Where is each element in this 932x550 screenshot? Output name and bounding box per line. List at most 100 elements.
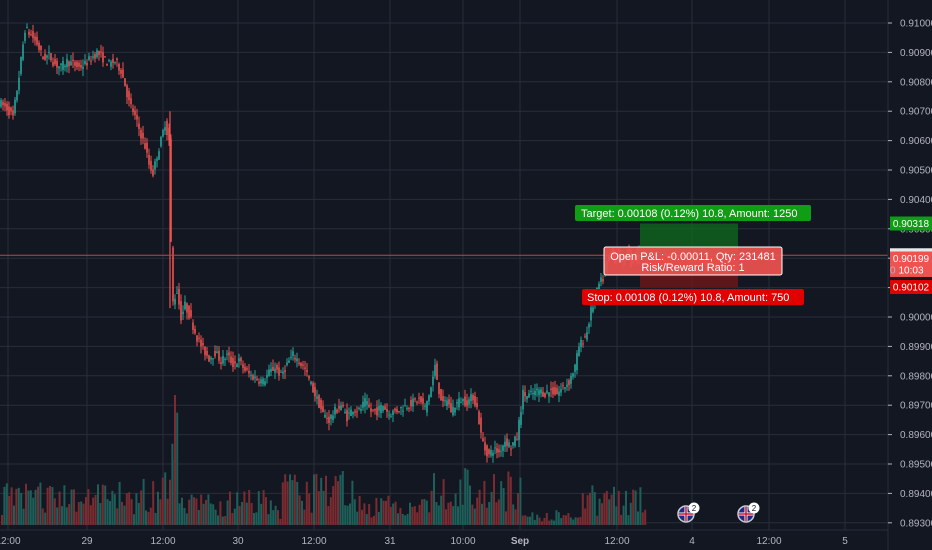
volume-bar [221, 516, 224, 525]
candle-body [484, 442, 486, 451]
volume-bar [99, 503, 102, 525]
volume-bar [41, 508, 44, 525]
volume-bar [548, 520, 551, 525]
volume-bar [248, 490, 251, 525]
volume-bar [577, 517, 579, 525]
volume-bar [25, 483, 27, 525]
candle-body [24, 32, 26, 41]
candle-body [548, 392, 550, 397]
volume-bar [488, 501, 491, 525]
candle-body [346, 410, 348, 422]
pnl-label[interactable]: Open P&L: -0.00011, Qty: 231481 Risk/Rew… [603, 246, 783, 276]
candle-body [152, 169, 154, 176]
volume-bar [34, 489, 37, 525]
candle-body [298, 362, 300, 364]
volume-bar [82, 503, 85, 525]
candle-body [222, 355, 224, 364]
candle-body [134, 110, 136, 116]
candle-body [282, 371, 284, 374]
volume-bar [63, 485, 66, 525]
candle-body [370, 408, 372, 412]
candle-body [470, 394, 472, 402]
volume-bar [92, 497, 95, 525]
candle-body [178, 288, 180, 305]
volume-bar [209, 503, 212, 525]
candle-body [340, 405, 342, 411]
candle-body [426, 400, 428, 413]
candle-body [90, 60, 92, 62]
candle-body [4, 103, 6, 107]
candle-body [560, 389, 562, 393]
volume-bar [279, 518, 282, 525]
candle-body [326, 417, 328, 419]
candle-body [362, 401, 364, 408]
volume-bar [137, 502, 140, 525]
volume-bar [447, 502, 450, 525]
volume-bar [157, 491, 159, 525]
volume-bar [277, 510, 279, 525]
target-label[interactable]: Target: 0.00108 (0.12%) 10.8, Amount: 12… [575, 205, 811, 221]
price-tag-text: 10:03 [898, 265, 923, 276]
volume-bar [205, 499, 207, 525]
volume-bar [423, 499, 426, 525]
stop-label[interactable]: Stop: 0.00108 (0.12%) 10.8, Amount: 750 [582, 289, 804, 305]
candle-body [602, 279, 604, 282]
volume-bar [224, 516, 227, 525]
volume-bar [75, 511, 78, 525]
volume-bar [502, 488, 505, 525]
volume-bar [85, 497, 87, 525]
volume-bars [1, 395, 647, 525]
candle-body [420, 396, 422, 402]
candle-body [218, 350, 220, 361]
candle-body [540, 389, 542, 394]
candle-body [382, 405, 384, 411]
uk-flag-event-1[interactable]: 2 [677, 502, 700, 523]
volume-bar [73, 489, 75, 525]
volume-bar [286, 481, 289, 525]
candle-body [124, 78, 126, 87]
candle-body [156, 158, 158, 161]
candle-body [490, 450, 492, 456]
volume-bar [171, 443, 174, 525]
candle-body [464, 396, 466, 406]
candle-body [258, 381, 260, 384]
volume-bar [17, 487, 20, 525]
volume-bar [591, 485, 594, 525]
uk-flag-event-2[interactable]: 2 [737, 502, 760, 523]
volume-bar [8, 495, 11, 525]
candle-body [482, 438, 484, 441]
candle-body [538, 390, 540, 396]
volume-bar [317, 491, 320, 525]
candle-body [384, 406, 386, 410]
partial-axis-label: 0 [890, 265, 896, 276]
volume-bar [526, 516, 529, 525]
candle-body [576, 353, 578, 371]
candle-body [154, 161, 156, 170]
volume-bar [541, 521, 543, 525]
price-tag [890, 216, 932, 231]
candle-body [354, 411, 356, 413]
candle-body [48, 51, 50, 53]
candle-body [458, 398, 460, 408]
candle-body [242, 364, 244, 368]
volume-bar [581, 493, 584, 525]
candle-body [474, 396, 476, 406]
volume-bar [113, 494, 116, 525]
volume-bar [387, 495, 390, 525]
candle-body [18, 77, 20, 91]
volume-bar [545, 512, 548, 525]
time-axis[interactable]: 12:00 29 12:00 30 12:00 31 10:00 Sep 12:00 4 12:00… [0, 529, 888, 547]
candle-body [328, 416, 330, 423]
volume-bar [605, 490, 608, 525]
volume-bar [303, 509, 306, 525]
candle-body [550, 388, 552, 391]
candle-body [12, 110, 14, 116]
time-axis-label: 5 [842, 536, 848, 547]
